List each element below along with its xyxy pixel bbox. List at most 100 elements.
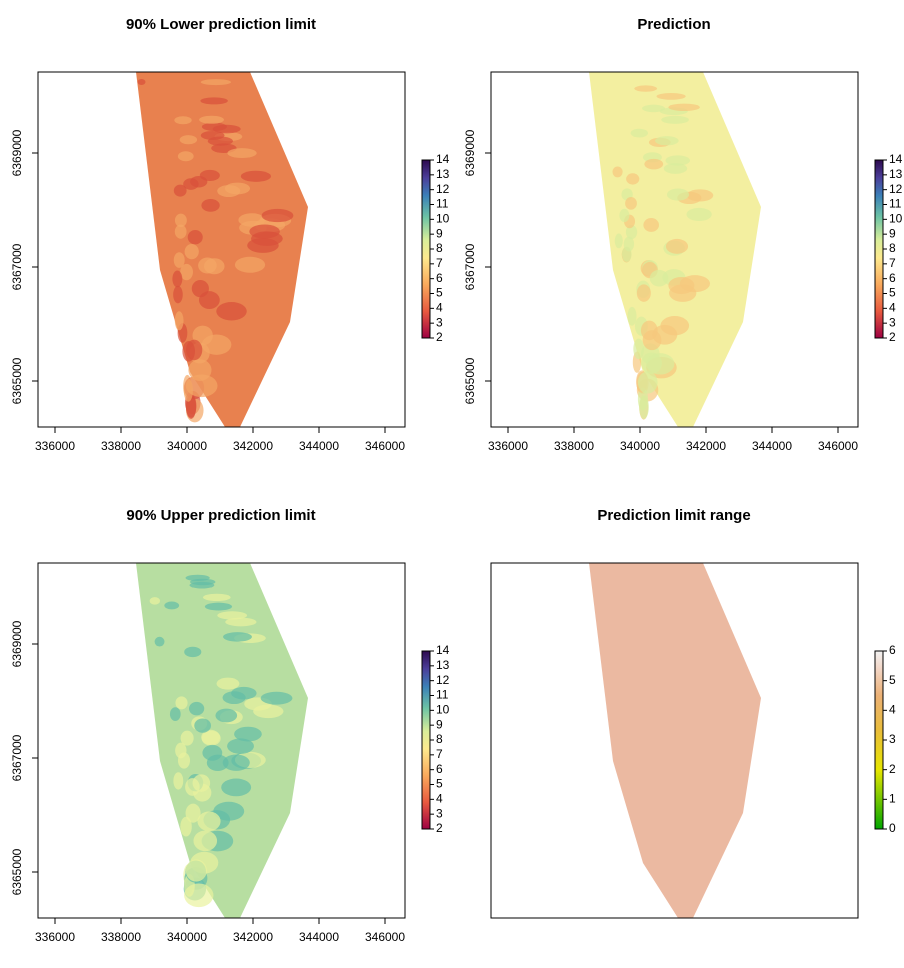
map-patch: [174, 116, 192, 125]
map-patch: [180, 816, 192, 837]
map-patch: [137, 79, 146, 85]
map-patch: [655, 136, 679, 146]
map-patch: [625, 224, 638, 240]
x-tick-label: 338000: [101, 439, 141, 453]
map-patch: [614, 233, 623, 249]
map-patch: [201, 729, 221, 745]
x-tick-label: 346000: [365, 930, 405, 944]
legend-tick-label: 4: [436, 301, 443, 315]
legend-tick-label: 8: [436, 732, 443, 746]
map-patch: [174, 213, 187, 228]
map-patch: [227, 148, 257, 159]
x-tick-label: 336000: [35, 930, 75, 944]
legend-tick-label: 9: [436, 717, 443, 731]
map-patch: [174, 311, 184, 331]
legend-tick-label: 6: [436, 762, 443, 776]
y-tick-label: 6367000: [463, 243, 477, 290]
x-tick-label: 340000: [620, 439, 660, 453]
map-patch: [202, 593, 231, 602]
map-area: [136, 563, 308, 918]
legend-tick-label: 12: [436, 182, 450, 196]
map-patch: [636, 284, 651, 302]
x-tick-label: 342000: [233, 930, 273, 944]
map-patch: [183, 378, 193, 402]
legend-tick-label: 1: [889, 792, 896, 806]
map-patch: [656, 92, 686, 100]
y-tick-label: 6367000: [10, 734, 24, 781]
map-patch: [646, 353, 675, 375]
map-patch: [222, 691, 246, 705]
legend-tick-label: 5: [436, 777, 443, 791]
panel-title: 90% Upper prediction limit: [126, 507, 315, 524]
map-patch: [180, 730, 194, 746]
map-patch: [173, 184, 187, 197]
map-patch: [198, 257, 217, 274]
panel: 90% Lower prediction limit 336000 338000 34…: [10, 16, 450, 453]
x-tick-label: 338000: [554, 439, 594, 453]
map-patch: [188, 359, 212, 381]
legend-tick-label: 13: [889, 167, 903, 181]
map-patch: [626, 173, 640, 185]
legend-bar: [875, 651, 883, 829]
legend-tick-label: 8: [889, 241, 896, 255]
map-patch: [177, 151, 194, 162]
map-patch: [619, 208, 630, 223]
x-tick-label: 340000: [167, 930, 207, 944]
map-patch: [642, 330, 662, 351]
map-patch: [194, 718, 211, 733]
map-patch: [623, 236, 635, 252]
map-patch: [185, 859, 207, 882]
map-patch: [227, 738, 254, 754]
x-tick-label: 338000: [101, 930, 141, 944]
legend-tick-label: 2: [436, 330, 443, 344]
map-patch: [212, 124, 241, 134]
legend-bar: [422, 651, 430, 829]
legend-tick-label: 7: [436, 256, 443, 270]
map-patch: [201, 198, 220, 212]
map-patch: [200, 97, 228, 105]
legend-tick-label: 6: [436, 271, 443, 285]
map-patch: [185, 374, 218, 398]
map-patch: [200, 79, 232, 86]
y-tick-label: 6365000: [10, 357, 24, 404]
y-tick-label: 6369000: [10, 620, 24, 667]
map-patch: [189, 701, 205, 716]
map-patch: [192, 774, 211, 792]
y-tick-label: 6369000: [463, 129, 477, 176]
legend-tick-label: 5: [889, 673, 896, 687]
map-patch: [686, 207, 712, 222]
legend-tick-label: 3: [436, 806, 443, 820]
map-patch: [261, 208, 294, 223]
map-patch: [215, 708, 238, 723]
legend-tick-label: 2: [889, 330, 896, 344]
map-patch: [627, 306, 637, 326]
legend-tick-label: 6: [889, 271, 896, 285]
legend-tick-label: 13: [436, 658, 450, 672]
map-patch: [637, 371, 658, 394]
y-tick-label: 6367000: [10, 243, 24, 290]
legend-tick-label: 10: [889, 212, 903, 226]
map-area: [136, 72, 308, 427]
map-patch: [644, 158, 664, 170]
map-patch: [149, 597, 161, 605]
map-patch: [260, 691, 293, 705]
map-patch: [185, 803, 201, 823]
legend-tick-label: 8: [436, 241, 443, 255]
map-patch: [201, 334, 232, 355]
map-patch: [663, 163, 688, 174]
legend-tick-label: 11: [889, 197, 902, 211]
plot-frame: [490, 71, 859, 428]
legend-tick-label: 5: [436, 286, 443, 300]
map-patch: [175, 696, 188, 710]
legend-tick-label: 14: [436, 152, 450, 166]
legend-tick-label: 11: [436, 688, 449, 702]
legend-tick-label: 3: [436, 315, 443, 329]
plot-frame: [37, 562, 406, 919]
map-patch: [234, 726, 262, 742]
map-patch: [184, 646, 202, 658]
map-patch: [630, 128, 648, 138]
legend-tick-label: 11: [436, 197, 449, 211]
map-patch: [225, 617, 257, 627]
map-patch: [625, 197, 637, 210]
